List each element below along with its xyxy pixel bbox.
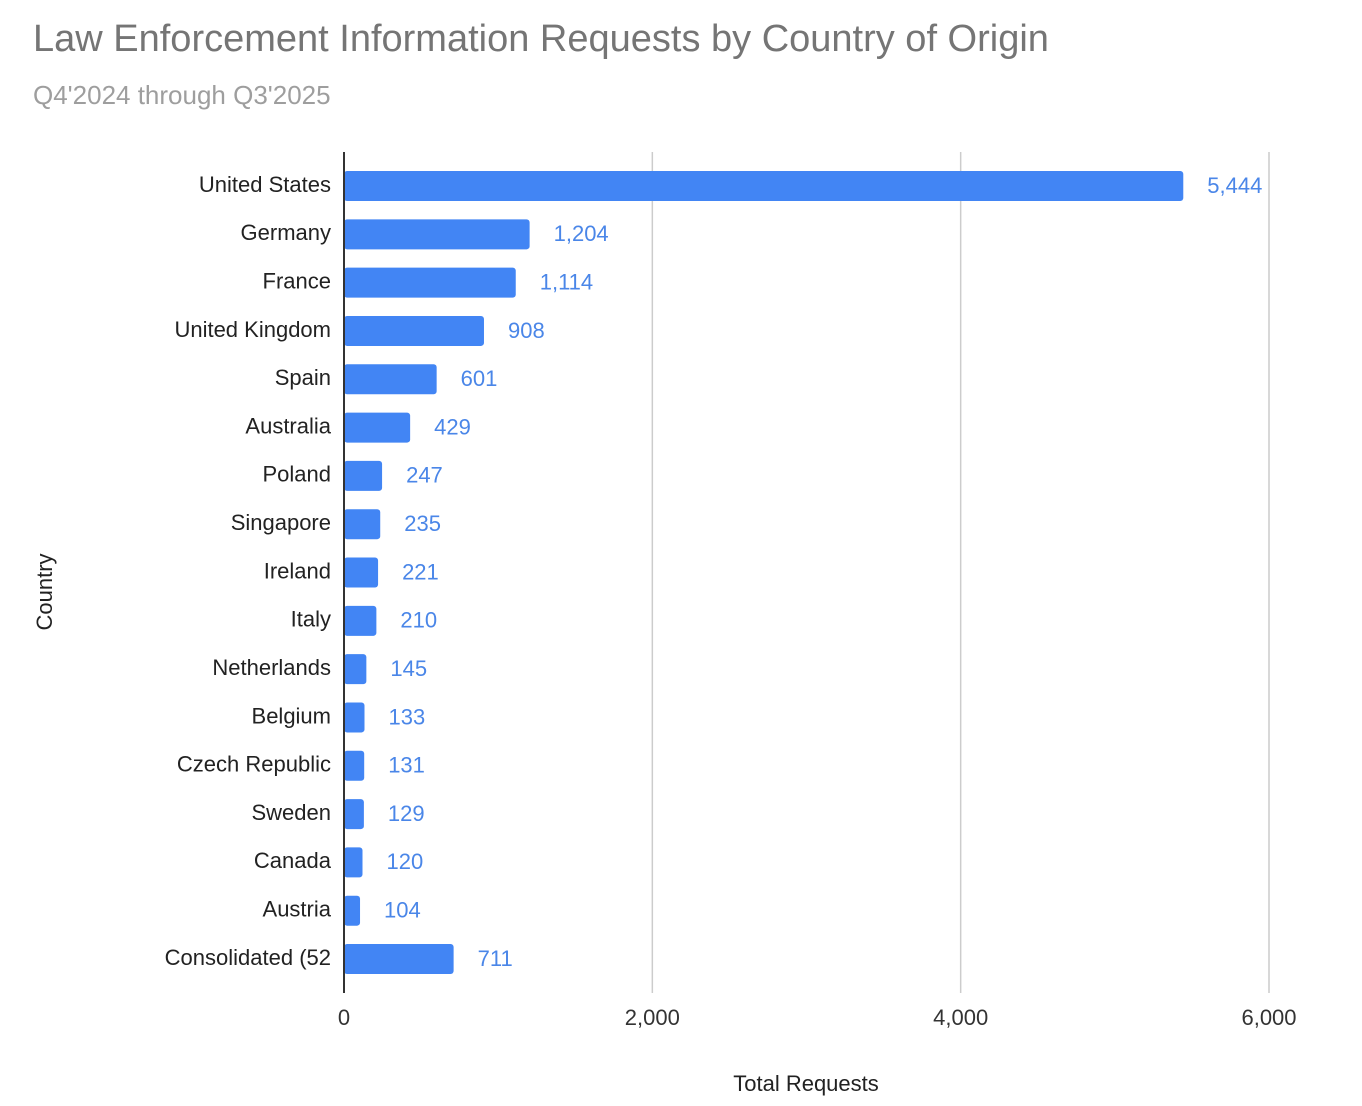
- bar: [344, 557, 379, 588]
- y-axis-title: Country: [32, 553, 57, 630]
- y-tick-label: Netherlands: [212, 655, 331, 680]
- y-tick-label: Canada: [254, 848, 332, 873]
- y-tick-label: Australia: [245, 413, 331, 438]
- value-label: 210: [400, 608, 437, 633]
- value-label: 908: [508, 318, 545, 343]
- bar: [344, 315, 484, 346]
- bar: [344, 702, 365, 733]
- y-tick-label: United Kingdom: [174, 317, 331, 342]
- y-tick-label: Austria: [263, 897, 332, 922]
- bar: [344, 509, 381, 540]
- y-tick-label: France: [263, 268, 331, 293]
- bar: [344, 799, 364, 830]
- bar: [344, 412, 411, 443]
- bar: [344, 171, 1184, 201]
- value-label: 131: [388, 753, 425, 778]
- x-tick-label: 2,000: [625, 1005, 680, 1030]
- value-label: 120: [387, 849, 424, 874]
- x-axis-title: Total Requests: [733, 1071, 879, 1096]
- bar: [344, 460, 383, 491]
- value-label: 133: [389, 704, 426, 729]
- value-label: 601: [461, 366, 498, 391]
- value-label: 1,114: [540, 269, 593, 294]
- value-label: 129: [388, 801, 425, 826]
- y-tick-label: Singapore: [231, 510, 331, 535]
- y-tick-label: Germany: [241, 220, 331, 245]
- y-tick-label: Ireland: [264, 558, 331, 583]
- value-label: 429: [434, 414, 471, 439]
- value-label: 104: [384, 898, 421, 923]
- value-label: 1,204: [554, 221, 609, 246]
- y-tick-label: Consolidated (52: [165, 945, 331, 970]
- bar: [344, 895, 361, 926]
- y-tick-label: Sweden: [251, 800, 331, 825]
- y-tick-label: Italy: [291, 607, 331, 632]
- value-label: 145: [390, 656, 427, 681]
- value-label: 221: [402, 559, 439, 584]
- bar: [344, 847, 363, 878]
- x-tick-label: 6,000: [1241, 1005, 1296, 1030]
- bar: [344, 944, 454, 974]
- bar: [344, 750, 365, 781]
- chart-subtitle: Q4'2024 through Q3'2025: [33, 80, 331, 110]
- chart-title: Law Enforcement Information Requests by …: [33, 18, 1049, 60]
- x-tick-label: 0: [338, 1005, 350, 1030]
- bar: [344, 267, 516, 298]
- bar: [344, 654, 367, 685]
- y-tick-label: Poland: [262, 462, 331, 487]
- bar: [344, 605, 377, 636]
- bar: [344, 364, 437, 395]
- value-label: 247: [406, 463, 443, 488]
- y-tick-label: Czech Republic: [177, 752, 331, 777]
- y-tick-label: United States: [199, 172, 331, 197]
- y-tick-label: Spain: [275, 365, 331, 390]
- value-label: 711: [478, 946, 513, 971]
- bar: [344, 219, 530, 250]
- y-tick-label: Belgium: [252, 703, 331, 728]
- value-label: 5,444: [1207, 173, 1262, 198]
- value-label: 235: [404, 511, 441, 536]
- x-tick-label: 4,000: [933, 1005, 988, 1030]
